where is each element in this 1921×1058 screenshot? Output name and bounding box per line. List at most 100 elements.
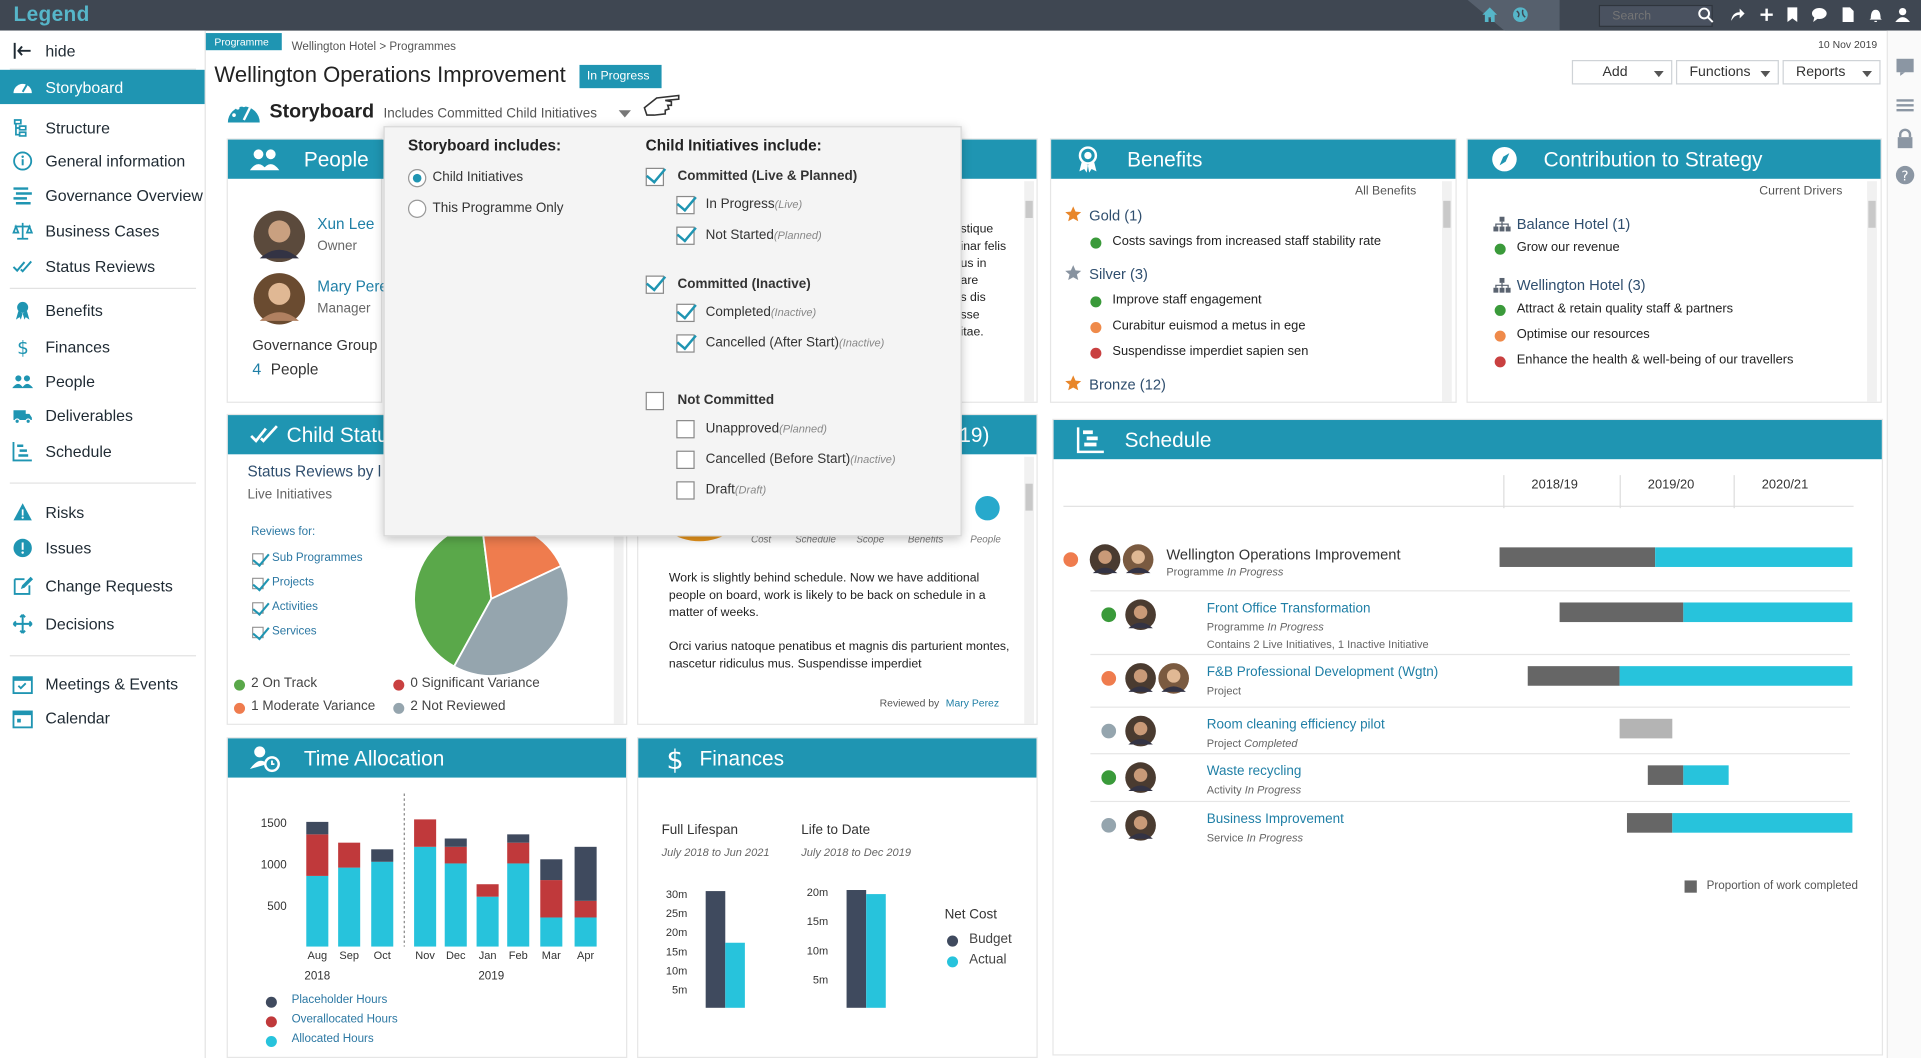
sidebar-item-governance-overview[interactable]: Governance Overview bbox=[0, 178, 205, 212]
strategy-driver[interactable]: Attract & retain quality staff & partner… bbox=[1516, 301, 1734, 316]
benefit-item[interactable]: Improve staff engagement bbox=[1112, 292, 1262, 308]
child-option[interactable]: Cancelled (After Start)(Inactive) bbox=[706, 336, 885, 351]
scrollbar[interactable] bbox=[1024, 456, 1035, 724]
filter-checkbox[interactable] bbox=[252, 626, 264, 639]
lock-icon[interactable] bbox=[1895, 128, 1915, 149]
chat-icon[interactable] bbox=[1811, 6, 1828, 23]
avatar[interactable] bbox=[1089, 544, 1121, 576]
strategy-group-label[interactable]: Balance Hotel (1) bbox=[1516, 215, 1631, 233]
avatar[interactable] bbox=[1125, 715, 1157, 747]
group-checkbox[interactable] bbox=[645, 167, 665, 187]
child-checkbox[interactable] bbox=[676, 450, 695, 469]
scope-radio[interactable] bbox=[407, 199, 427, 218]
sidebar-item-finances[interactable]: $ Finances bbox=[0, 329, 205, 363]
home-icon[interactable] bbox=[1481, 6, 1498, 23]
sidebar-item-benefits[interactable]: Benefits bbox=[0, 293, 205, 327]
group-label[interactable]: Committed (Live & Planned) bbox=[677, 168, 858, 184]
sidebar-item-deliverables[interactable]: Deliverables bbox=[0, 398, 205, 432]
group-checkbox[interactable] bbox=[645, 391, 665, 411]
avatar[interactable] bbox=[1125, 662, 1157, 694]
sidebar-item-status-reviews[interactable]: Status Reviews bbox=[0, 249, 205, 283]
strategy-driver[interactable]: Grow our revenue bbox=[1516, 240, 1620, 255]
filter-label[interactable]: Projects bbox=[271, 575, 315, 590]
group-label[interactable]: Committed (Inactive) bbox=[677, 276, 811, 292]
functions-button[interactable]: Functions bbox=[1675, 60, 1779, 85]
child-option[interactable]: Draft(Draft) bbox=[706, 482, 766, 497]
plus-icon[interactable] bbox=[1758, 6, 1775, 23]
reports-button[interactable]: Reports bbox=[1782, 60, 1881, 85]
add-button[interactable]: Add bbox=[1571, 60, 1673, 85]
child-checkbox[interactable] bbox=[676, 226, 695, 245]
benefit-tier-label[interactable]: Bronze (12) bbox=[1089, 375, 1166, 394]
sidebar-item-decisions[interactable]: Decisions bbox=[0, 606, 205, 640]
sidebar-item-general-information[interactable]: General information bbox=[0, 143, 205, 177]
scope-radio[interactable] bbox=[407, 168, 427, 188]
benefit-tier-label[interactable]: Silver (3) bbox=[1089, 265, 1148, 283]
app-logo[interactable]: Legend bbox=[13, 2, 90, 26]
governance-group-count[interactable]: 4 bbox=[252, 360, 262, 379]
child-option[interactable]: In Progress(Live) bbox=[706, 197, 802, 212]
sidebar-item-issues[interactable]: Issues bbox=[0, 530, 205, 564]
sidebar-item-business-cases[interactable]: Business Cases bbox=[0, 213, 205, 247]
sidebar-item-storyboard[interactable]: Storyboard bbox=[0, 69, 205, 105]
scrollbar[interactable] bbox=[1441, 181, 1452, 402]
globe-icon[interactable] bbox=[1512, 6, 1529, 23]
scrollbar[interactable] bbox=[1024, 181, 1035, 402]
share-icon[interactable] bbox=[1729, 6, 1746, 23]
benefits-filter[interactable]: All Benefits bbox=[1354, 184, 1417, 199]
schedule-item-name[interactable]: Wellington Operations Improvement bbox=[1166, 546, 1401, 564]
child-option[interactable]: Unapproved(Planned) bbox=[706, 421, 827, 436]
child-checkbox[interactable] bbox=[676, 195, 695, 215]
filter-label[interactable]: Services bbox=[271, 624, 317, 638]
child-checkbox[interactable] bbox=[676, 303, 695, 323]
benefit-tier-label[interactable]: Gold (1) bbox=[1089, 206, 1143, 225]
storyboard-filter-dropdown[interactable]: Includes Committed Child Initiatives bbox=[383, 106, 597, 122]
benefit-item[interactable]: Costs savings from increased staff stabi… bbox=[1112, 233, 1382, 249]
search-icon[interactable] bbox=[1697, 6, 1714, 23]
avatar[interactable] bbox=[1125, 762, 1157, 794]
schedule-item-name[interactable]: Room cleaning efficiency pilot bbox=[1206, 717, 1385, 733]
sidebar-item-meetings-events[interactable]: Meetings & Events bbox=[0, 666, 205, 700]
avatar[interactable] bbox=[1125, 809, 1157, 841]
avatar[interactable] bbox=[252, 209, 306, 263]
strategy-filter[interactable]: Current Drivers bbox=[1759, 184, 1843, 199]
sidebar-item-structure[interactable]: Structure bbox=[0, 110, 205, 144]
breadcrumb[interactable]: Wellington Hotel > Programmes bbox=[291, 40, 456, 54]
avatar[interactable] bbox=[1125, 599, 1157, 631]
hide-sidebar-button[interactable]: hide bbox=[0, 33, 205, 67]
avatar[interactable] bbox=[1122, 544, 1154, 576]
user-icon[interactable] bbox=[1894, 6, 1911, 23]
group-checkbox[interactable] bbox=[645, 275, 665, 294]
child-option[interactable]: Cancelled (Before Start)(Inactive) bbox=[706, 452, 896, 467]
filter-checkbox[interactable] bbox=[252, 577, 264, 590]
strategy-driver[interactable]: Optimise our resources bbox=[1516, 326, 1650, 342]
strategy-group-label[interactable]: Wellington Hotel (3) bbox=[1516, 276, 1646, 294]
filter-label[interactable]: Sub Programmes bbox=[271, 551, 363, 565]
avatar[interactable] bbox=[1158, 662, 1190, 694]
schedule-item-name[interactable]: F&B Professional Development (Wgtn) bbox=[1206, 664, 1439, 680]
member-name[interactable]: Xun Lee bbox=[317, 215, 375, 233]
sidebar-item-risks[interactable]: Risks bbox=[0, 495, 205, 529]
bookmark-icon[interactable] bbox=[1784, 6, 1801, 23]
benefit-item[interactable]: Suspendisse imperdiet sapien sen bbox=[1112, 344, 1309, 359]
schedule-item-name[interactable]: Business Improvement bbox=[1206, 811, 1344, 827]
scope-option-label[interactable]: This Programme Only bbox=[432, 200, 564, 216]
scrollbar[interactable] bbox=[613, 456, 624, 724]
document-icon[interactable] bbox=[1839, 6, 1856, 23]
avatar[interactable] bbox=[252, 272, 306, 326]
sidebar-item-calendar[interactable]: Calendar bbox=[0, 700, 205, 734]
sidebar-item-schedule[interactable]: Schedule bbox=[0, 433, 205, 467]
filter-checkbox[interactable] bbox=[252, 553, 264, 565]
comment-icon[interactable] bbox=[1895, 58, 1915, 78]
group-label[interactable]: Not Committed bbox=[677, 393, 775, 408]
child-checkbox[interactable] bbox=[676, 334, 695, 353]
bell-icon[interactable] bbox=[1867, 6, 1884, 23]
sidebar-item-people[interactable]: People bbox=[0, 364, 205, 398]
search-input[interactable] bbox=[1598, 4, 1713, 27]
filter-checkbox[interactable] bbox=[252, 602, 264, 614]
sidebar-item-change-requests[interactable]: Change Requests bbox=[0, 568, 205, 602]
schedule-item-name[interactable]: Waste recycling bbox=[1206, 764, 1302, 779]
member-name[interactable]: Mary Pere bbox=[317, 277, 388, 296]
child-checkbox[interactable] bbox=[676, 420, 695, 439]
reviewer-name[interactable]: Mary Perez bbox=[945, 696, 1000, 710]
